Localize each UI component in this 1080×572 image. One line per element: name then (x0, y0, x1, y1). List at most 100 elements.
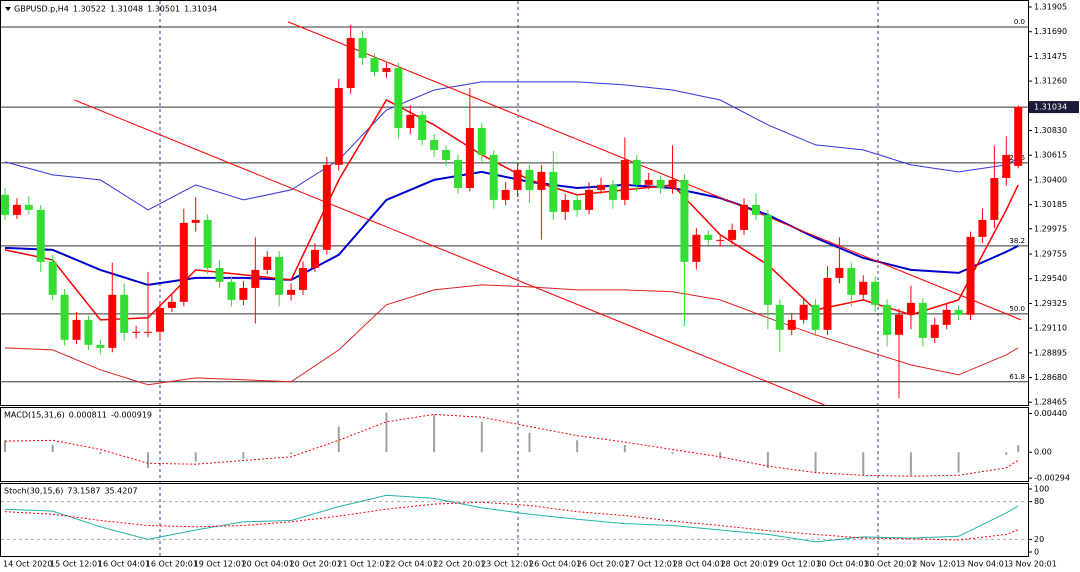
y-tick-label: 1.28895 (1034, 348, 1067, 357)
candle-body (632, 159, 641, 185)
x-tick-label: 3 Nov 20:01 (1008, 560, 1057, 569)
x-tick-label: 29 Oct 12:01 (769, 560, 821, 569)
candle-body (787, 319, 796, 330)
x-tick-label: 28 Oct 20:01 (721, 560, 773, 569)
x-tick-label: 14 Oct 2020 (3, 560, 52, 569)
y-tick-label: 0.00440 (1034, 409, 1067, 418)
candle-body (275, 256, 284, 295)
candle-body (453, 159, 462, 188)
candle-body (585, 189, 594, 210)
candle-body (537, 171, 546, 190)
candle-body (120, 294, 129, 333)
candle-body (847, 267, 856, 295)
stoch-signal (4, 501, 1019, 541)
candle-body (358, 38, 367, 59)
candle-body (24, 204, 33, 210)
candle-body (36, 209, 45, 262)
x-tick-label: 30 Oct 20:01 (864, 560, 916, 569)
candle-body (346, 38, 355, 89)
candle-body (489, 154, 498, 200)
candle-body (561, 199, 570, 212)
x-tick-label: 20 Oct 20:01 (290, 560, 342, 569)
macd-signal (4, 413, 1019, 477)
y-tick-label: 80 (1034, 497, 1044, 506)
current-price-box (1029, 101, 1079, 114)
x-tick-label: 28 Oct 04:01 (673, 560, 725, 569)
y-tick-label: 1.29325 (1034, 299, 1067, 308)
candle-body (442, 149, 451, 160)
candle-body (299, 267, 307, 290)
candle-body (155, 307, 164, 332)
candle-body (48, 261, 57, 295)
candle-body (763, 214, 772, 305)
candle-body (823, 277, 832, 330)
indicator-line (4, 284, 1019, 386)
candle-body (501, 189, 510, 200)
candle-body (775, 304, 784, 330)
x-tick-label: 26 Oct 04:01 (529, 560, 581, 569)
indicator-readout: 1.30501 (147, 5, 180, 14)
candle-body (227, 281, 236, 300)
candle-body (728, 229, 737, 240)
menu-triangle[interactable] (5, 7, 11, 11)
candle-body (680, 179, 689, 262)
candle-body (954, 309, 963, 315)
y-tick-label: -0.00294 (1034, 474, 1070, 483)
indicator-line (74, 99, 825, 406)
candle-body (608, 184, 617, 200)
candle-body (990, 177, 999, 220)
candle-body (167, 301, 176, 308)
indicator-line (287, 21, 1022, 321)
current-price-label: 1.31034 (1034, 103, 1067, 112)
indicator-readout: 1.30522 (73, 5, 106, 14)
indicator-readout: GBPUSD.p,H4 (14, 5, 69, 14)
candle-body (370, 58, 379, 72)
x-tick-label: 2 Nov 12:01 (912, 560, 961, 569)
candle-body (883, 304, 892, 335)
candle-body (322, 164, 331, 250)
candle-body (465, 127, 474, 188)
indicator-readout: 1.31048 (110, 5, 143, 14)
y-tick-label: 1.30830 (1034, 126, 1067, 135)
candle-body (179, 222, 188, 302)
y-tick-label: 1.31475 (1034, 52, 1067, 61)
y-tick-label: 1.30185 (1034, 200, 1067, 209)
candle-body (394, 68, 403, 128)
candle-body (811, 304, 820, 330)
candle-body (132, 331, 141, 333)
candle-body (203, 219, 212, 268)
x-tick-label: 22 Oct 04:01 (385, 560, 437, 569)
y-tick-label: 1.28465 (1034, 398, 1067, 407)
y-tick-label: 1.28680 (1034, 373, 1067, 382)
candle-body (656, 179, 665, 188)
macd-panel-frame (0, 407, 1029, 482)
main-panel-frame (0, 0, 1029, 406)
x-tick-label: 22 Oct 20:01 (433, 560, 485, 569)
candle-body (895, 314, 903, 335)
indicator-readout: Stoch(30,15,6) (4, 487, 63, 496)
indicator-readout: 35.4207 (104, 487, 137, 496)
candle-body (430, 139, 439, 150)
indicator-readout: 1.31034 (184, 5, 217, 14)
candle-body (382, 68, 391, 72)
candle-body (406, 114, 415, 128)
candle-body (525, 169, 534, 190)
candle-body (906, 302, 915, 315)
y-tick-label: 100 (1034, 485, 1049, 494)
candle-body (513, 169, 522, 190)
x-tick-label: 23 Oct 12:01 (481, 560, 533, 569)
candle-body (1, 194, 9, 215)
candle-body (477, 127, 486, 155)
candle-body (1002, 154, 1011, 178)
indicator-readout: 73.1587 (67, 487, 100, 496)
candle-body (716, 239, 725, 241)
indicator-readout: -0.000919 (111, 411, 152, 420)
candle-body (72, 319, 81, 340)
candle-body (418, 114, 427, 140)
stoch-panel-frame (0, 483, 1029, 557)
candle-body (84, 319, 93, 345)
y-tick-label: 20 (1034, 535, 1044, 544)
candle-body (644, 179, 653, 185)
indicator-readout: 0.000811 (69, 411, 107, 420)
candle-body (835, 267, 844, 278)
